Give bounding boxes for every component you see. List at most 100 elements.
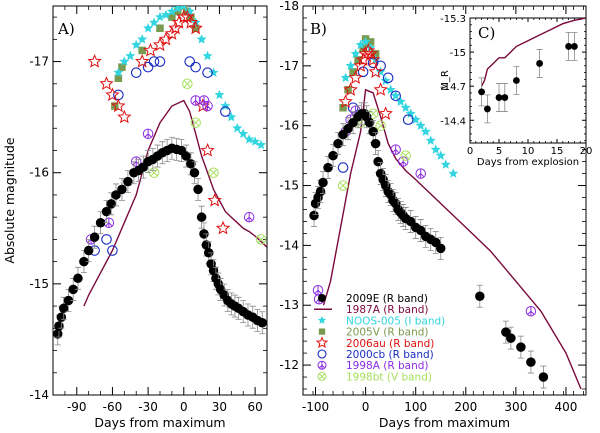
point-2009e-r-band — [89, 232, 100, 242]
legend: 2009E (R band)1987A (R band)NOOS-005 (I … — [314, 293, 445, 383]
legend-label-1998a-r-band: 1998A (R band) — [346, 360, 429, 372]
point-noos-005-i-band — [340, 72, 351, 83]
point-2009e-r-band — [370, 138, 381, 149]
panel-c-y-tick-label: -15 — [450, 48, 466, 59]
point-2009e-r-band — [373, 156, 383, 167]
point-2009e-r-band — [83, 245, 94, 256]
panel-b-x-tick-label: 300 — [504, 400, 527, 414]
point-1998bt-v-band — [208, 167, 219, 178]
panel-b-x-tick-label: 200 — [454, 400, 477, 414]
point-1998a-r-band — [397, 156, 409, 167]
point-noos-005-i-band — [405, 108, 416, 118]
point-2009e-r-band — [323, 162, 333, 173]
point-2005v-r-band — [191, 24, 200, 32]
point-2005v-r-band — [349, 68, 357, 76]
point-noos-005-i-band — [430, 144, 441, 154]
point-2009e-r-band — [106, 199, 117, 209]
point-2009e-r-band — [315, 186, 326, 197]
point-noos-005-i-band — [390, 90, 401, 100]
point-noos-005-i-band — [345, 60, 356, 71]
point-2009e-r-band — [63, 295, 74, 306]
point-2005v-r-band — [344, 86, 352, 94]
point-2006au-r-band — [378, 106, 393, 120]
point-2005v-r-band — [371, 50, 380, 58]
point-2009e-r-band — [478, 88, 486, 96]
point-2000cb-r-band — [202, 67, 213, 78]
panel-a-x-axis-title: Days from maximum — [94, 415, 225, 430]
point-2005v-r-band — [118, 63, 126, 71]
point-2009e-r-band — [196, 212, 207, 222]
series-line-1987a-r-band — [322, 88, 582, 390]
panel-c-x-tick-label: 5 — [496, 146, 502, 157]
point-2009e-r-band — [56, 312, 67, 322]
point-2009e-r-band — [495, 94, 503, 101]
point-2006au-r-band — [99, 76, 114, 90]
panel-a-x-tick-label: -30 — [138, 400, 158, 414]
point-2005v-r-band — [354, 56, 362, 64]
point-2000cb-r-band — [130, 67, 142, 78]
panel-a-x-tick-label: 0 — [180, 400, 188, 414]
point-2000cb-r-band — [142, 61, 154, 73]
point-2009e-r-band — [111, 190, 121, 200]
point-2005v-r-band — [168, 13, 176, 21]
point-1998a-r-band — [142, 128, 154, 140]
panel-b-plot-area — [309, 35, 582, 390]
panel-c-x-axis-title: Days from explosion — [477, 157, 579, 168]
point-1998a-r-band — [202, 100, 213, 112]
point-noos-005-i-band — [125, 50, 136, 61]
panel-a-y-tick-label: -17 — [29, 55, 49, 69]
point-noos-005-i-band — [166, 6, 177, 16]
point-2009e-r-band — [538, 372, 549, 382]
panel-c-x-tick-label: 20 — [580, 146, 593, 157]
series-line-1987a-r-band — [480, 18, 586, 87]
panel-c-x-tick-label: 10 — [522, 146, 535, 157]
point-noos-005-i-band — [435, 150, 446, 160]
point-2006au-r-band — [368, 64, 383, 78]
point-2006au-r-band — [105, 87, 120, 102]
point-2006au-r-band — [111, 98, 126, 113]
point-1998bt-v-band — [337, 180, 349, 191]
point-2005v-r-band — [138, 46, 146, 55]
point-noos-005-i-band — [410, 114, 421, 124]
point-2009e-r-band — [501, 94, 509, 101]
point-noos-005-i-band — [420, 126, 431, 136]
legend-marker-2005v-r-band — [318, 328, 326, 335]
panel-b: -100 0 100 200 300 400-12-13-14-15-16-17-18 B… — [279, 0, 587, 430]
panel-a-x-tick-label: -60 — [103, 400, 123, 414]
point-2006au-r-band — [358, 46, 373, 60]
point-noos-005-i-band — [202, 50, 213, 61]
point-1998bt-v-band — [190, 117, 201, 128]
panel-b-y-tick-label: -12 — [279, 358, 299, 372]
point-2000cb-r-band — [190, 61, 201, 73]
panel-a: -90 -60 -30 0 30 60 -14 -15 -16 -17 A) Days from … — [2, 5, 268, 430]
point-2005v-r-band — [156, 24, 164, 32]
point-2009e-r-band — [79, 256, 89, 267]
panel-a-y-tick-label: -16 — [29, 166, 49, 180]
point-2009e-r-band — [565, 42, 573, 50]
point-2009e-r-band — [189, 167, 200, 178]
panel-a-x-tick-label: 60 — [247, 400, 262, 414]
panel-b-x-tick-label: -100 — [302, 400, 329, 414]
point-2006au-r-band — [200, 142, 215, 157]
point-2009e-r-band — [101, 206, 112, 217]
panel-a-x-tick-label: 30 — [212, 400, 227, 414]
legend-label-2000cb-r-band: 2000cb (R band) — [346, 349, 434, 361]
panel-a-y-tick-label: -14 — [29, 388, 49, 402]
point-noos-005-i-band — [208, 67, 219, 77]
point-2009e-r-band — [193, 184, 203, 195]
panel-b-x-tick-label: 100 — [404, 400, 427, 414]
point-1998bt-v-band — [375, 120, 386, 131]
point-noos-005-i-band — [350, 48, 361, 59]
point-2009e-r-band — [526, 357, 536, 367]
point-2009e-r-band — [368, 126, 378, 137]
point-2006au-r-band — [87, 53, 102, 68]
point-noos-005-i-band — [119, 56, 130, 66]
point-2009e-r-band — [333, 138, 343, 149]
point-noos-005-i-band — [214, 89, 225, 100]
point-noos-005-i-band — [137, 34, 148, 44]
point-2006au-r-band — [207, 193, 222, 207]
point-2006au-r-band — [117, 109, 132, 124]
point-noos-005-i-band — [232, 123, 243, 133]
point-noos-005-i-band — [395, 96, 406, 106]
